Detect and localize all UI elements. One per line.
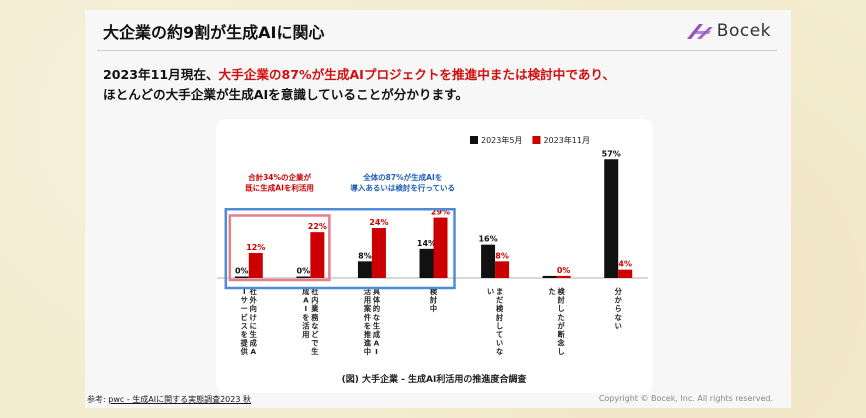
bar <box>419 248 434 278</box>
headline-line-1: 2023年11月現在、大手企業の87%が生成AIプロジェクトを推進中または検討中… <box>103 65 763 85</box>
copyright: Copyright © Bocek, Inc. All rights reser… <box>598 394 773 403</box>
bar <box>371 228 386 278</box>
source-note: 参考: pwc - 生成AIに関する実態調査2023 秋 <box>87 394 251 405</box>
chart-card: 0%10%20%30%40%50%60%0%12%社外向けに生成AIサービスを提… <box>216 119 653 393</box>
slide: 大企業の約9割が生成AIに関心 Bocek 2023年11月現在、大手企業の87… <box>85 10 791 408</box>
bar <box>495 261 510 278</box>
data-label: 0% <box>297 267 311 276</box>
data-label: 57% <box>602 149 621 158</box>
headline-line-2: ほとんどの大手企業が生成AIを意識していることが分かります。 <box>103 87 469 102</box>
svg-text:活用案件を推進中: 活用案件を推進中 <box>363 287 372 356</box>
slide-title: 大企業の約9割が生成AIに関心 <box>103 23 325 42</box>
headline-line-1-highlight: 大手企業の87%が生成AIプロジェクトを推進中または検討中であり、 <box>218 67 616 82</box>
svg-text:まだ検討していな: まだ検討していな <box>496 287 504 356</box>
x-tick-label: 検討中 <box>430 287 438 313</box>
chart-title: (図) 大手企業 - 生成AI利活用の推進度合調査 <box>342 373 528 385</box>
legend-swatch <box>532 136 541 144</box>
bocek-logo: Bocek <box>685 20 771 42</box>
x-tick-label: 社外向けに生成 AI サービスを提供 <box>240 287 258 356</box>
source-link[interactable]: pwc - 生成AIに関する実態調査2023 秋 <box>108 395 251 404</box>
data-label: 29% <box>431 208 450 217</box>
bar <box>310 232 325 278</box>
bar <box>248 253 263 278</box>
source-prefix: 参考: <box>87 395 109 404</box>
x-tick-label: 分からない <box>615 287 623 330</box>
data-label: 16% <box>478 235 497 244</box>
bar <box>357 261 372 278</box>
annotation-text: 合計34%の企業が <box>248 172 311 182</box>
highlight-box-considering <box>224 208 456 290</box>
title-divider <box>97 50 777 51</box>
data-label: 0% <box>557 266 571 275</box>
headline-line-1-prefix: 2023年11月現在、 <box>103 67 219 82</box>
bar <box>296 276 311 278</box>
bar-chart: 0%10%20%30%40%50%60%0%12%社外向けに生成AIサービスを提… <box>217 135 648 385</box>
legend-label: 2023年11月 <box>543 135 590 145</box>
data-label: 8% <box>358 251 372 260</box>
bar <box>433 217 448 278</box>
bar <box>542 275 557 278</box>
svg-text:社内業務などで生: 社内業務などで生 <box>310 287 319 356</box>
bar <box>481 244 496 278</box>
bar <box>234 276 249 278</box>
data-label: 24% <box>369 218 388 227</box>
data-label: 14% <box>417 239 436 248</box>
bar <box>556 275 571 278</box>
data-label: 4% <box>618 260 632 269</box>
headline: 2023年11月現在、大手企業の87%が生成AIプロジェクトを推進中または検討中… <box>103 65 763 105</box>
logo-text: Bocek <box>716 21 771 41</box>
annotation-text: 導入あるいは検討を行っている <box>350 183 455 193</box>
data-label: 8% <box>495 251 509 260</box>
data-label: 0% <box>235 267 249 276</box>
legend-label: 2023年5月 <box>481 135 522 145</box>
annotation-text: 既に生成AIを利活用 <box>245 183 314 193</box>
bar <box>604 159 619 278</box>
annotation-text: 全体の87%が生成AIを <box>362 172 442 182</box>
svg-text:た: た <box>549 287 556 296</box>
svg-text:検討中: 検討中 <box>430 287 438 313</box>
data-label: 12% <box>246 243 265 252</box>
bocek-logo-icon <box>686 24 713 39</box>
highlight-box-using <box>228 214 331 282</box>
svg-text:検討したが断念し: 検討したが断念し <box>557 287 566 356</box>
legend-swatch <box>470 136 478 144</box>
svg-text:分からない: 分からない <box>615 287 623 330</box>
data-label: 22% <box>308 222 327 231</box>
bar <box>618 269 633 278</box>
svg-text:い: い <box>487 287 494 296</box>
